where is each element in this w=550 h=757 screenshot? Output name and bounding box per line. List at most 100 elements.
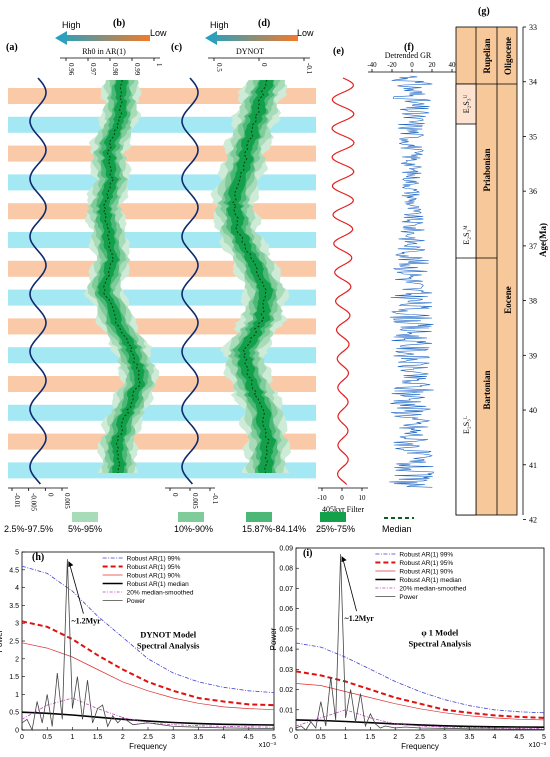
arrow-d-low: Low — [297, 28, 314, 38]
spec-i-xtick-label-1: 0.5 — [316, 734, 326, 741]
axis-d: 0.5 0 -0.1 — [208, 57, 313, 75]
panel-letter-a: (a) — [6, 42, 18, 53]
axis-e: -10 0 10 405kyr Filter — [317, 487, 368, 514]
epoch-oligocene: Oligocene — [503, 37, 513, 75]
axis-e-label-2: 10 — [359, 494, 367, 502]
arrow-d-label: DYNOT — [236, 47, 264, 56]
filter-curve — [331, 77, 355, 485]
axis-b-ticks-label-2: 0.98 — [111, 63, 119, 76]
axis-d-ticks-label-0: 0.5 — [215, 63, 223, 72]
spec-i-legend-label-4: 20% median-smoothed — [399, 586, 466, 593]
band-9 — [8, 347, 316, 364]
spec-h-annot-head — [68, 561, 74, 568]
spec-i-annotation: ~1.2Myr — [345, 614, 375, 623]
axis-f-label-0: -40 — [367, 61, 377, 69]
unit-upper: E₂S₃ᵁ — [462, 94, 471, 113]
spec-i-series-3 — [295, 719, 545, 728]
axis-e-label-1: 0 — [340, 494, 344, 502]
spec-i-series-5 — [295, 554, 545, 731]
spec-h-xtick-label-5: 2.5 — [143, 734, 153, 741]
axis-a-ticks-label-0: -0.01 — [13, 493, 21, 508]
panel-letter-f: (f) — [404, 42, 414, 53]
axis-b-ticks-label-4: 1 — [155, 63, 163, 67]
axis-b-ticks-label-1: 0.97 — [89, 63, 97, 76]
arrow-b-label: Rh0 in AR(1) — [82, 47, 126, 56]
spec-h-ytick-label-1: 0.5 — [9, 710, 19, 717]
stage-bartonian: Bartonian — [482, 370, 492, 409]
spec-i-xtick-label-8: 4 — [492, 734, 496, 741]
axis-a: -0.01 -0.005 0 0.005 — [8, 487, 71, 512]
legend-swatch-3 — [246, 512, 272, 522]
axis-b-ticks-label-3: 0.99 — [133, 63, 141, 76]
spec-i-annot-arrow — [342, 557, 357, 612]
spec-i-ytick-label-7: 0.07 — [279, 586, 293, 593]
axis-c-ticks-label-2: -0.1 — [211, 493, 219, 505]
age-label-1: 34 — [529, 78, 537, 87]
panel-letter-h: (h) — [32, 552, 44, 563]
spec-h-xtick-label-9: 4.5 — [244, 734, 254, 741]
spec-h-xtick-label-10: 5 — [272, 734, 276, 741]
spec-h-ytick-label-3: 1.5 — [9, 674, 19, 681]
band-11 — [8, 404, 316, 421]
legend-label-1: 5%-95% — [68, 524, 102, 534]
age-label-7: 40 — [529, 406, 537, 415]
legend-label-4: 25%-75% — [316, 524, 355, 534]
band-5 — [8, 232, 316, 248]
unit-middle: E₂S₃ᴹ — [462, 225, 471, 245]
axis-d-ticks-label-1: 0 — [260, 63, 268, 67]
env-b-band-4 — [97, 80, 145, 473]
spec-h-series-3 — [21, 711, 275, 726]
legend-label-5: Median — [382, 524, 412, 534]
panel-letter-e: (e) — [333, 46, 344, 57]
orbital-curve-c — [181, 77, 199, 485]
age-label-2: 35 — [529, 132, 537, 141]
filter-label: 405kyr Filter — [322, 505, 364, 514]
band-13 — [8, 462, 316, 479]
spec-h-series-0 — [21, 565, 275, 693]
env-d-median — [231, 79, 270, 474]
spec-i-legend-label-5: Power — [399, 594, 418, 601]
axis-c-ticks-label-0: 0 — [171, 493, 179, 497]
spec-i-xmult: x10⁻³ — [529, 742, 547, 749]
spec-i-title-1: Spectral Analysis — [409, 638, 472, 648]
age-label-5: 38 — [529, 297, 537, 306]
spec-i-ylabel: Power — [269, 627, 278, 650]
axis-a-ticks-label-3: 0.005 — [63, 493, 71, 509]
axis-c-ticks-label-1: 0.005 — [191, 493, 199, 509]
arrow-d: High Low DYNOT — [205, 20, 314, 56]
spec-i-xtick-label-0: 0 — [294, 734, 298, 741]
axis-c: 0 0.005 -0.1 — [165, 487, 219, 509]
spec-i-ytick-label-8: 0.08 — [279, 566, 293, 573]
legend-row: 2.5%-97.5% 5%-95% 10%-90% 15.87%-84.14% 25%-… — [4, 512, 414, 534]
arrow-d-high: High — [210, 20, 229, 30]
spec-i-legend-label-2: Robust AR(1) 90% — [399, 569, 453, 576]
stage-rupelian: Rupelian — [482, 38, 492, 73]
spec-h-ytick-label-5: 2.5 — [9, 639, 19, 646]
spec-h-series-1 — [21, 620, 275, 707]
legend-swatch-4 — [320, 512, 346, 522]
env-d-band-4 — [226, 80, 277, 473]
spec-i-xtick-label-9: 4.5 — [514, 734, 524, 741]
spec-h-ytick-label-9: 4.5 — [9, 567, 19, 574]
spec-i-xtick-label-3: 1.5 — [366, 734, 376, 741]
panel-letter-d: (d) — [258, 18, 270, 29]
axis-e-label-0: -10 — [317, 494, 327, 502]
env-b-median — [102, 79, 141, 474]
legend-swatch-2 — [178, 512, 204, 522]
age-axis: 33 34 35 36 37 38 39 40 41 42 Age(Ma) — [522, 23, 548, 524]
ar1-envelopes — [84, 79, 292, 474]
spec-i-ytick-label-3: 0.03 — [279, 667, 293, 674]
spec-h-annot-arrow — [68, 563, 84, 614]
spec-i-ytick-label-1: 0.01 — [279, 707, 293, 714]
spec-h-legend-label-1: Robust AR(1) 95% — [127, 564, 181, 571]
axis-f-label-2: 0 — [410, 61, 414, 69]
spec-i-xlabel: Frequency — [401, 742, 439, 751]
spec-i-series-4 — [295, 709, 545, 729]
spec-i-series-2 — [295, 683, 545, 721]
gr-label: Detrended GR — [385, 51, 432, 60]
spec-i-legend-label-3: Robust AR(1) median — [399, 577, 462, 584]
axis-d-ticks-label-2: -0.1 — [305, 63, 313, 75]
spec-h-title-1: Spectral Analysis — [137, 640, 200, 650]
spec-h-xtick-label-3: 1.5 — [93, 734, 103, 741]
spec-h-legend-label-3: Robust AR(1) median — [127, 581, 190, 588]
